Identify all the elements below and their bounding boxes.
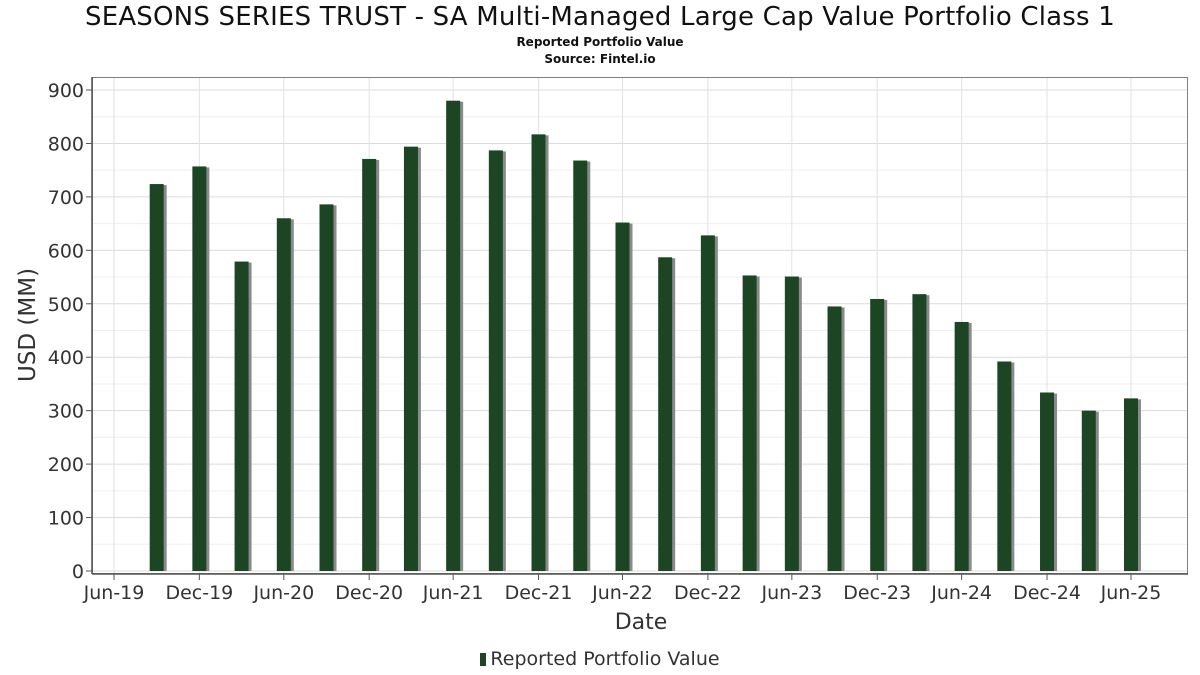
- bar: [276, 218, 291, 571]
- bar: [870, 298, 885, 571]
- y-tick-label: 400: [48, 347, 84, 369]
- x-tick-label: Jun-21: [422, 582, 484, 604]
- x-tick-label: Dec-19: [165, 582, 233, 604]
- legend-label: Reported Portfolio Value: [490, 648, 720, 670]
- x-tick-label: Dec-24: [1013, 582, 1081, 604]
- legend: Reported Portfolio Value: [0, 648, 1200, 670]
- x-tick-label: Jun-20: [252, 582, 314, 604]
- y-tick-labels: 0 100 200 300 400 500 600 700 800 900: [48, 80, 92, 583]
- bar: [827, 306, 842, 571]
- y-axis-label: USD (MM): [15, 268, 41, 382]
- x-axis-label: Date: [615, 610, 668, 635]
- bar: [319, 204, 334, 572]
- x-tick-label: Jun-19: [83, 582, 145, 604]
- bar-series: [149, 100, 1141, 572]
- y-tick-label: 0: [72, 561, 84, 583]
- y-tick-label: 100: [48, 508, 84, 530]
- bar: [615, 222, 630, 571]
- x-tick-label: Dec-20: [335, 582, 403, 604]
- bar: [1124, 398, 1138, 571]
- bar: [700, 235, 715, 571]
- bar: [192, 166, 207, 572]
- x-tick-label: Jun-23: [760, 582, 822, 604]
- plot-background: [92, 77, 1188, 574]
- x-tick-label: Jun-24: [930, 582, 992, 604]
- bar: [658, 257, 673, 571]
- chart-title: SEASONS SERIES TRUST - SA Multi-Managed …: [84, 2, 1116, 32]
- bar: [446, 100, 461, 571]
- bar: [362, 158, 377, 571]
- x-tick-label: Dec-21: [505, 582, 573, 604]
- gridlines: [92, 77, 1188, 574]
- bar: [234, 261, 249, 571]
- bar: [1081, 410, 1096, 571]
- y-tick-label: 200: [48, 454, 84, 476]
- y-tick-label: 500: [48, 294, 84, 316]
- x-tick-label: Jun-22: [591, 582, 653, 604]
- axes: [91, 77, 1188, 575]
- legend-swatch: [480, 653, 487, 666]
- bar: [912, 294, 927, 571]
- bar: [488, 150, 503, 572]
- bar: [531, 134, 546, 571]
- bar: [997, 361, 1012, 571]
- x-tick-label: Dec-23: [843, 582, 911, 604]
- x-tick-labels: Jun-19 Dec-19 Jun-20 Dec-20 Jun-21 Dec-21 Jun-…: [83, 574, 1162, 604]
- x-tick-label: Dec-22: [674, 582, 742, 604]
- bar: [954, 321, 969, 571]
- y-tick-label: 300: [48, 401, 84, 423]
- y-tick-label: 900: [48, 80, 84, 102]
- bar: [573, 160, 588, 571]
- y-tick-label: 600: [48, 240, 84, 262]
- chart-source: Source: Fintel.io: [544, 52, 656, 66]
- y-tick-label: 700: [48, 187, 84, 209]
- x-tick-label: Jun-25: [1100, 582, 1162, 604]
- bar: [784, 276, 799, 571]
- bar: [742, 275, 757, 571]
- bar: [149, 184, 164, 571]
- bar: [403, 146, 418, 571]
- y-tick-label: 800: [48, 133, 84, 155]
- chart-subtitle: Reported Portfolio Value: [516, 35, 684, 49]
- bar: [1040, 392, 1055, 571]
